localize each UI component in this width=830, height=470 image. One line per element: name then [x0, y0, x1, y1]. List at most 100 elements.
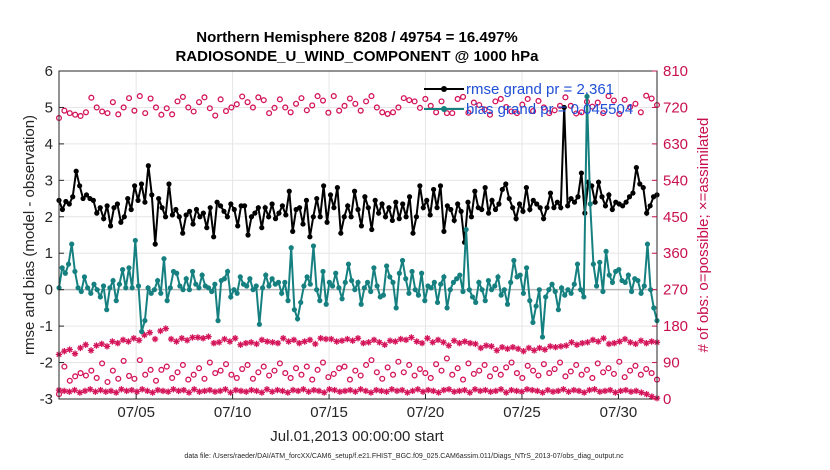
y-right-tick-label: 720	[663, 99, 688, 116]
obs-assimilated-stroke	[638, 389, 645, 396]
obs-possible-marker	[120, 104, 127, 111]
bias-point	[419, 270, 425, 276]
obs-assimilated-marker	[97, 386, 104, 394]
rmse-point	[259, 225, 265, 231]
obs-assimilated-stroke	[606, 341, 612, 347]
obs-assimilated-stroke	[590, 337, 596, 343]
obs-assimilated-marker	[66, 388, 73, 395]
bias-point	[196, 285, 202, 291]
obs-assimilated-marker	[461, 338, 468, 345]
bias-point	[104, 307, 110, 313]
rmse-point	[193, 206, 200, 213]
rmse-point	[382, 214, 389, 220]
obs-assimilated-marker	[586, 386, 593, 394]
obs-assimilated-stroke	[446, 342, 452, 349]
obs-possible-marker	[330, 93, 337, 100]
obs-possible-marker	[136, 93, 143, 100]
obs-assimilated-stroke	[488, 343, 495, 350]
obs-assimilated-stroke	[200, 335, 206, 341]
rmse-point	[485, 210, 492, 216]
rmse-point	[448, 206, 454, 213]
bias-point	[520, 290, 527, 296]
rmse-point	[224, 214, 231, 220]
obs-possible-marker	[228, 371, 235, 378]
obs-possible-marker	[163, 363, 170, 370]
obs-assimilated-marker	[612, 389, 619, 396]
obs-possible-marker	[616, 110, 623, 117]
x-tick-label: 07/15	[310, 404, 348, 421]
rmse-point	[138, 181, 145, 187]
obs-assimilated-marker	[408, 334, 415, 341]
bias-point	[403, 276, 409, 282]
obs-assimilated-marker	[341, 387, 349, 395]
obs-possible-marker	[179, 361, 186, 369]
bias-point	[228, 294, 234, 300]
rmse-point	[317, 214, 323, 220]
obs-assimilated-marker	[98, 340, 105, 348]
y-axis-ticks-right: 0 90 180 270 360 450 540 630 720 810	[652, 63, 688, 408]
obs-assimilated-stroke	[558, 343, 564, 350]
obs-possible-marker	[470, 370, 477, 377]
bias-point	[110, 277, 116, 284]
rmse-point	[527, 206, 533, 213]
obs-assimilated-stroke	[264, 338, 270, 345]
obs-assimilated-marker	[435, 389, 442, 396]
chart-subtitle: RADIOSONDE_U_WIND_COMPONENT @ 1000 hPa	[175, 48, 539, 65]
obs-assimilated-stroke	[472, 341, 479, 347]
obs-assimilated-marker	[399, 386, 406, 394]
rmse-point	[351, 188, 358, 194]
obs-assimilated-marker	[552, 343, 559, 351]
obs-assimilated-stroke	[456, 388, 463, 394]
obs-assimilated-marker	[215, 339, 223, 346]
obs-possible-marker	[546, 370, 553, 377]
obs-possible-marker	[497, 371, 504, 378]
bias-point	[406, 290, 412, 296]
obs-possible-marker	[196, 99, 203, 106]
rmse-point	[386, 205, 392, 211]
obs-possible-marker	[217, 96, 224, 103]
bias-point	[132, 237, 138, 244]
obs-assimilated-stroke	[602, 388, 608, 394]
obs-assimilated-marker	[349, 337, 356, 344]
rmse-point	[427, 212, 433, 218]
bias-point	[244, 283, 250, 289]
obs-assimilated-stroke	[565, 389, 572, 395]
obs-assimilated-marker	[61, 387, 68, 395]
rmse-point	[114, 201, 121, 207]
rmse-point	[341, 214, 347, 220]
obs-assimilated-stroke	[424, 335, 431, 341]
rmse-point	[286, 188, 292, 194]
obs-possible-marker	[627, 103, 634, 111]
bias-point	[215, 318, 221, 324]
y-axis-ticks-left: -3 -2 -1 0 1 2 3 4 5 6	[40, 63, 64, 408]
obs-possible-marker	[648, 95, 655, 102]
y-right-tick-label: 630	[663, 136, 688, 153]
rmse-point	[272, 216, 279, 222]
obs-assimilated-stroke	[622, 336, 628, 342]
y-tick-label: 4	[45, 136, 53, 153]
rmse-point	[290, 228, 296, 234]
obs-assimilated-marker	[601, 387, 609, 395]
obs-possible-marker	[632, 362, 639, 369]
obs-assimilated-stroke	[221, 336, 228, 342]
obs-possible-marker	[460, 93, 467, 100]
bias-point	[180, 287, 186, 293]
obs-assimilated-marker	[284, 389, 291, 396]
obs-possible-marker	[99, 360, 106, 367]
obs-assimilated-stroke	[291, 337, 297, 343]
obs-assimilated-stroke	[616, 338, 623, 345]
obs-assimilated-stroke	[97, 387, 104, 393]
obs-assimilated-stroke	[207, 387, 213, 393]
rmse-point	[537, 205, 543, 211]
rmse-point	[128, 206, 134, 213]
obs-assimilated-marker	[471, 386, 479, 393]
obs-possible-marker	[125, 372, 133, 379]
rmse-point	[571, 199, 578, 205]
rmse-point	[599, 194, 605, 200]
obs-assimilated-stroke	[339, 337, 345, 344]
rmse-point	[413, 214, 420, 220]
obs-assimilated-marker	[525, 344, 533, 352]
obs-assimilated-marker	[231, 335, 239, 342]
obs-assimilated-stroke	[317, 335, 324, 341]
obs-assimilated-stroke	[108, 388, 114, 394]
